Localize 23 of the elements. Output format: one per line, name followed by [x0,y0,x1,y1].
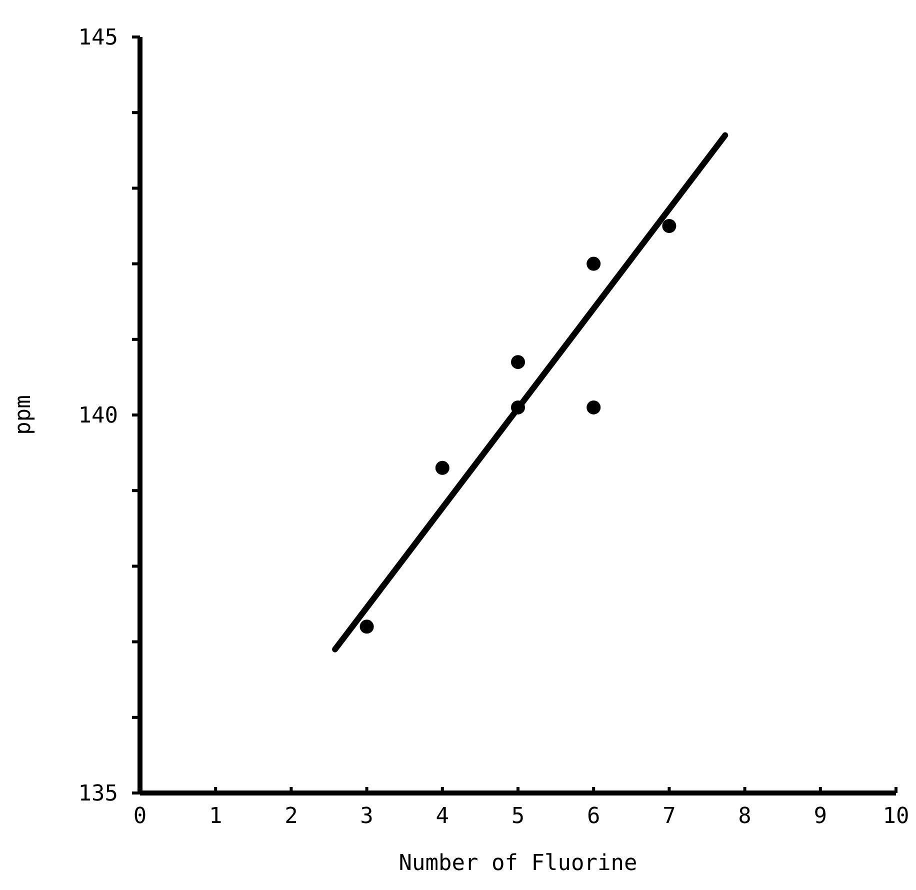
point [586,256,601,271]
x-tick-label: 4 [436,804,450,829]
y-tick-label: 140 [78,404,118,429]
point [360,620,374,634]
point [511,355,525,370]
y-tick-label: 135 [78,782,118,807]
y-axis-title: ppm [11,395,36,435]
x-tick-label: 10 [882,804,910,829]
point [511,400,525,414]
x-tick-label: 0 [133,804,147,829]
x-tick-label: 9 [814,804,828,829]
point [586,400,601,414]
x-axis-title: Number of Fluorine [398,851,638,876]
x-tick-label: 5 [511,804,525,829]
x-tick-label: 3 [360,804,374,829]
y-tick-label: 145 [78,26,118,51]
point [435,460,450,475]
x-tick-label: 8 [738,804,752,829]
x-tick-label: 7 [662,804,676,829]
x-tick-label: 6 [586,804,600,829]
point [662,219,676,233]
x-tick-label: 2 [284,804,298,829]
x-tick-label: 1 [208,804,222,829]
